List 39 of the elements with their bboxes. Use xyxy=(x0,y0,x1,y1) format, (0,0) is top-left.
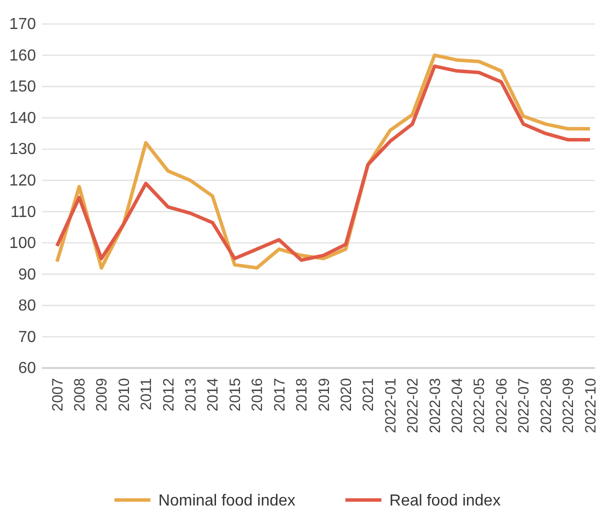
y-tick-label: 60 xyxy=(18,360,36,378)
x-tick-label: 2022-04 xyxy=(449,378,466,434)
x-tick-label: 2016 xyxy=(249,378,266,412)
x-tick-label: 2015 xyxy=(226,378,244,412)
x-tick-label: 2022-03 xyxy=(426,378,444,434)
x-tick-label: 2007 xyxy=(49,378,66,412)
x-tick-label: 2020 xyxy=(338,378,355,412)
x-tick-label: 2011 xyxy=(138,378,156,410)
y-tick-label: 70 xyxy=(18,328,36,346)
x-tick-label: 2018 xyxy=(294,378,311,412)
x-tick-label: 2022-01 xyxy=(382,378,400,434)
x-tick-label: 2019 xyxy=(316,378,333,412)
x-tick-label: 2017 xyxy=(271,378,288,412)
x-tick-label: 2022-02 xyxy=(404,378,422,434)
x-tick-label: 2022-06 xyxy=(493,378,510,434)
legend-label: Real food index xyxy=(389,492,501,510)
x-tick-label: 2022-08 xyxy=(538,378,555,434)
x-tick-label: 2010 xyxy=(116,378,133,412)
y-tick-label: 140 xyxy=(9,110,36,127)
y-tick-label: 100 xyxy=(9,235,36,252)
x-tick-label: 2008 xyxy=(71,378,88,412)
x-tick-label: 2013 xyxy=(182,378,200,412)
x-tick-label: 2022-05 xyxy=(471,378,488,434)
x-tick-label: 2022-09 xyxy=(560,378,578,434)
x-tick-label: 2009 xyxy=(94,378,111,412)
x-tick-label: 2012 xyxy=(160,378,178,412)
x-tick-label: 2022-10 xyxy=(582,378,600,434)
y-tick-label: 90 xyxy=(18,266,36,284)
y-tick-label: 130 xyxy=(9,141,36,158)
y-tick-label: 110 xyxy=(10,204,36,221)
y-tick-label: 120 xyxy=(9,172,36,190)
y-tick-label: 80 xyxy=(18,298,36,315)
y-tick-label: 150 xyxy=(9,78,36,96)
x-tick-label: 2021 xyxy=(360,378,378,412)
y-tick-label: 160 xyxy=(9,47,36,64)
y-tick-label: 170 xyxy=(9,16,36,34)
legend-label: Nominal food index xyxy=(158,492,296,510)
x-tick-label: 2022-07 xyxy=(516,378,533,434)
x-tick-label: 2014 xyxy=(204,378,222,412)
